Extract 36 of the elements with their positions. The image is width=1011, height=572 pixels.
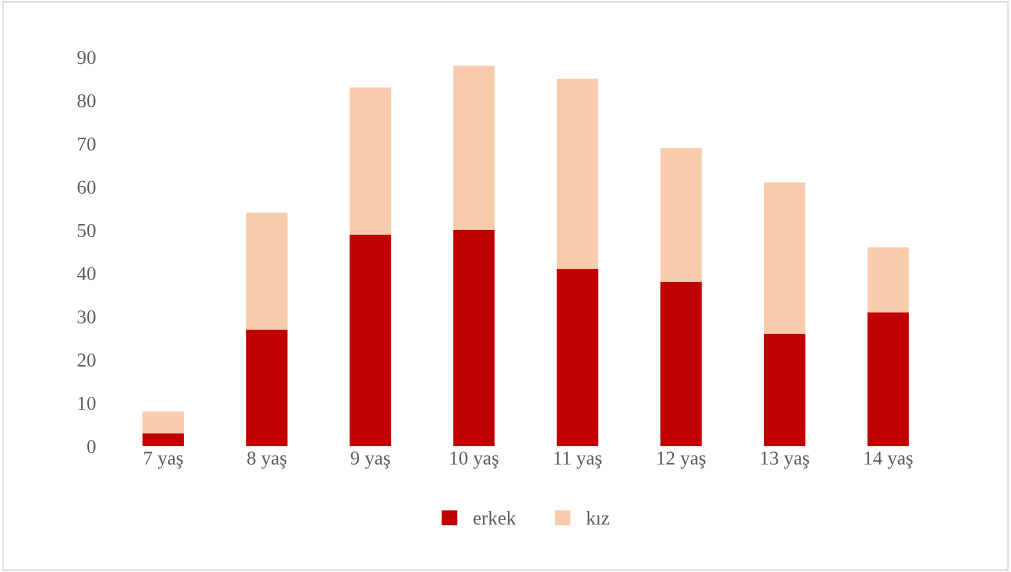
y-tick-label: 0 [87,439,96,454]
bar [453,230,495,447]
bar [556,268,599,447]
legend-label: erkek [473,511,516,525]
bar [556,78,599,269]
bar [763,182,806,334]
y-tick-label: 10 [78,396,96,410]
x-tick-label: 8 yaş [247,451,287,469]
x-tick-label: 9 yaş [350,451,390,469]
y-tick-label: 90 [77,51,96,65]
y-tick-label: 50 [77,223,96,238]
bar [660,281,702,447]
bar [349,87,392,235]
y-tick-label: 70 [78,137,96,151]
bar [142,433,184,447]
y-tick-label: 60 [77,180,96,194]
x-tick-label: 10 yaş [450,451,499,469]
bar [349,234,392,447]
bar [246,212,288,330]
y-tick-label: 80 [77,94,96,108]
bar [246,329,288,447]
x-tick-label: 12 yaş [657,451,706,469]
y-tick-label: 40 [77,267,96,281]
bar [867,312,909,447]
bar [763,333,806,447]
x-tick-label: 13 yaş [761,451,810,469]
x-tick-label: 7 yaş [144,451,183,469]
bar [453,65,495,231]
legend-label: kız [586,511,610,525]
y-tick-label: 20 [77,353,96,367]
x-tick-label: 14 yaş [864,451,913,469]
bar [660,147,702,282]
bar [867,247,909,313]
x-tick-label: 11 yaş [554,451,602,469]
bar [142,411,184,434]
y-tick-label: 30 [77,310,96,324]
